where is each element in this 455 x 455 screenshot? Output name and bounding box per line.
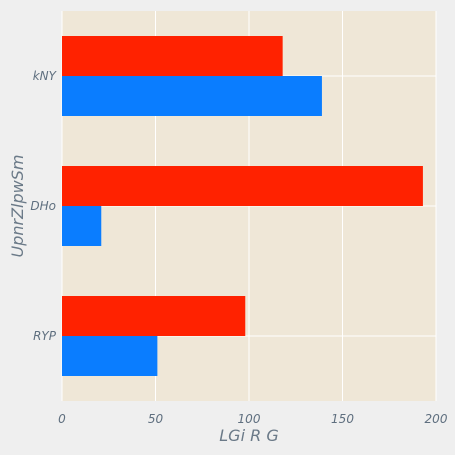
y-tick-label: RYP (33, 329, 57, 343)
y-ticks: kNY DHo RYP (30, 69, 57, 343)
y-axis-label: UpnrZlpwSm (8, 155, 27, 258)
bar-series1-kNY (62, 36, 283, 76)
x-tick-label: 200 (425, 412, 448, 426)
x-ticks: 0 50 100 150 200 (58, 412, 448, 426)
x-tick-label: 50 (148, 412, 164, 426)
bar-series2-kNY (62, 76, 322, 116)
x-tick-label: 0 (58, 412, 66, 426)
bar-series2-DHo (62, 206, 102, 246)
x-tick-label: 100 (238, 412, 261, 426)
x-tick-label: 150 (331, 412, 354, 426)
x-axis-label: LGi R G (219, 426, 278, 445)
y-tick-label: DHo (30, 199, 56, 213)
bar-series2-RYP (62, 336, 158, 376)
bars (62, 36, 423, 376)
y-tick-label: kNY (33, 69, 58, 83)
bar-series1-RYP (62, 296, 246, 336)
bar-series1-DHo (62, 166, 423, 206)
